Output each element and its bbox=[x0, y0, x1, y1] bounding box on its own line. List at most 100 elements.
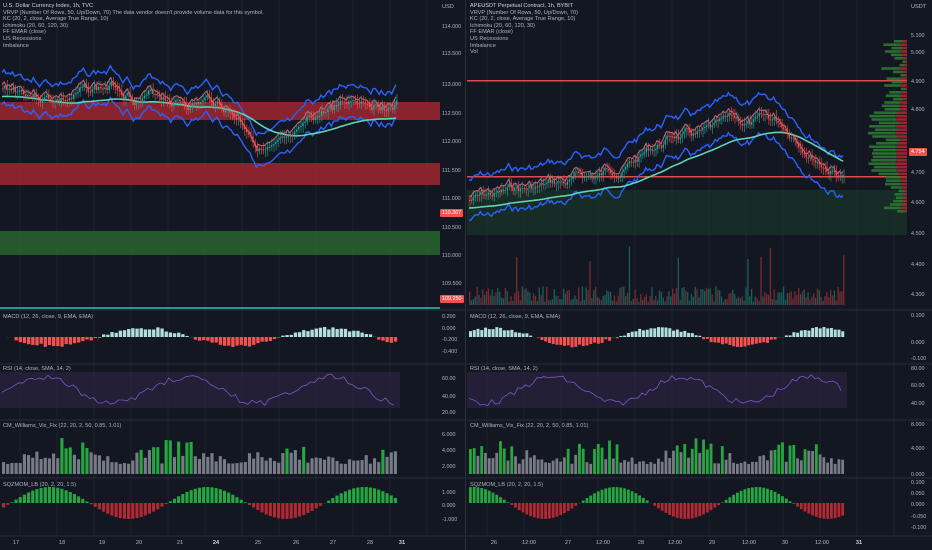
candle-body bbox=[508, 183, 510, 188]
vix-bar bbox=[81, 442, 85, 474]
apeusdt-overlay-ichimoku[interactable]: Ichimoku (20, 60, 120, 30) bbox=[470, 22, 535, 29]
candle-body bbox=[337, 104, 340, 106]
vrvp-down-bar bbox=[900, 176, 907, 179]
sqzmom-bar bbox=[559, 503, 563, 516]
volume-bar bbox=[600, 300, 602, 305]
vix-bar bbox=[293, 450, 297, 474]
volume-bar bbox=[692, 296, 695, 305]
volume-bar bbox=[531, 300, 533, 305]
sqzmom-bar bbox=[260, 503, 264, 513]
dxy-rsi-label[interactable]: RSI (14, close, SMA, 14, 2) bbox=[3, 366, 71, 372]
apeusdt-overlay-vrvp[interactable]: VRVP (Number Of Rows, 50, Up/Down, 70) bbox=[470, 9, 578, 16]
apeusdt-chart-panel[interactable]: APEUSDT Perpetual Contract, 1h, BYBIT VR… bbox=[467, 0, 932, 550]
vix-bar bbox=[27, 455, 31, 474]
candle-body bbox=[683, 131, 685, 135]
dxy-rsi-tick: 20.00 bbox=[442, 410, 456, 416]
candle-body bbox=[197, 101, 200, 105]
candle-body bbox=[212, 101, 214, 106]
candle-body bbox=[185, 103, 187, 108]
volume-bar bbox=[472, 298, 475, 305]
candle-body bbox=[474, 195, 476, 198]
candle-body bbox=[331, 106, 333, 111]
dxy-title[interactable]: U.S. Dollar Currency Index, 1h, TVC bbox=[3, 3, 94, 9]
volume-bar bbox=[788, 292, 790, 305]
apeusdt-price-tick: 4.700 bbox=[911, 170, 925, 176]
sqzmom-bar bbox=[93, 503, 97, 507]
apeusdt-overlay-kc[interactable]: KC (20, 2, close, Average True Range, 10… bbox=[470, 16, 576, 23]
vrvp-up-bar bbox=[893, 97, 903, 101]
volume-bar bbox=[794, 291, 796, 305]
sqzmom-bar bbox=[2, 503, 6, 508]
dxy-overlay-imbalance[interactable]: Imbalance bbox=[3, 42, 29, 49]
sqzmom-bar bbox=[638, 495, 642, 503]
dxy-sqzmom-label[interactable]: SQZMOM_LB (20, 2, 20, 1.5) bbox=[3, 482, 77, 488]
vrvp-up-bar bbox=[869, 114, 896, 118]
macd-bar bbox=[385, 337, 389, 343]
candle-body bbox=[300, 126, 302, 128]
macd-bar bbox=[314, 328, 318, 337]
candle-body bbox=[360, 101, 362, 104]
sqzmom-bar bbox=[393, 497, 397, 503]
sqzmom-bar bbox=[608, 487, 611, 503]
sqzmom-bar bbox=[143, 503, 147, 516]
vrvp-down-bar bbox=[905, 74, 907, 77]
apeusdt-chart-canvas[interactable] bbox=[467, 0, 932, 550]
candle-body bbox=[521, 187, 523, 189]
dxy-overlay-ffemar[interactable]: FF EMAR (close) bbox=[3, 29, 46, 36]
candle-body bbox=[555, 183, 557, 185]
apeusdt-overlay-recessions[interactable]: US Recessions bbox=[470, 35, 509, 42]
apeusdt-macd-label[interactable]: MACD (12, 26, close, 9, EMA, EMA) bbox=[470, 314, 561, 320]
candle-body bbox=[799, 147, 802, 149]
apeusdt-overlay-vol[interactable]: Vol bbox=[470, 49, 478, 56]
dxy-overlay-ichimoku[interactable]: Ichimoku (20, 60, 120, 30) bbox=[3, 22, 68, 29]
candle-body bbox=[792, 137, 794, 139]
vix-bar bbox=[818, 454, 822, 474]
volume-bar bbox=[643, 296, 646, 305]
dxy-chart-canvas[interactable] bbox=[0, 0, 466, 550]
apeusdt-last-price-tag: 4.754 bbox=[909, 148, 927, 156]
candle-body bbox=[139, 101, 142, 103]
dxy-overlay-recessions[interactable]: US Recessions bbox=[3, 35, 42, 42]
sqzmom-bar bbox=[758, 487, 762, 503]
volume-bar bbox=[632, 299, 634, 305]
dxy-overlay-vrvp[interactable]: VRVP (Number Of Rows, 50, Up/Down, 70) T… bbox=[3, 9, 264, 16]
sqzmom-bar bbox=[766, 488, 769, 503]
sqzmom-bar bbox=[164, 503, 168, 505]
candle-body bbox=[162, 97, 164, 100]
volume-bar bbox=[696, 289, 698, 305]
volume-bar bbox=[470, 300, 473, 305]
vrvp-up-bar bbox=[873, 111, 898, 114]
apeusdt-overlay-ffemar[interactable]: FF EMAR (close) bbox=[470, 29, 513, 36]
apeusdt-title[interactable]: APEUSDT Perpetual Contract, 1h, BYBIT bbox=[470, 3, 574, 9]
macd-bar bbox=[638, 328, 642, 337]
volume-bar bbox=[835, 300, 837, 305]
apeusdt-rsi-label[interactable]: RSI (14, close, SMA, 14, 2) bbox=[470, 366, 538, 372]
vrvp-up-bar bbox=[885, 176, 901, 179]
dxy-chart-panel[interactable]: U.S. Dollar Currency Index, 1h, TVC VRVP… bbox=[0, 0, 466, 550]
vrvp-up-bar bbox=[883, 206, 901, 210]
sqzmom-bar bbox=[491, 492, 495, 503]
candle-body bbox=[547, 179, 550, 183]
candle-body bbox=[24, 94, 27, 97]
macd-bar bbox=[381, 337, 385, 341]
apeusdt-overlay-imbalance[interactable]: Imbalance bbox=[470, 42, 496, 49]
sqzmom-bar bbox=[705, 503, 709, 513]
vix-bar bbox=[18, 462, 22, 474]
vix-bar bbox=[626, 461, 630, 474]
macd-bar bbox=[739, 337, 743, 348]
dxy-vix-label[interactable]: CM_Williams_Vix_Fix (22, 20, 2, 50, 0.85… bbox=[3, 423, 122, 429]
macd-bar bbox=[181, 334, 185, 337]
vrvp-down-bar bbox=[900, 206, 907, 210]
volume-bar bbox=[638, 301, 640, 305]
apeusdt-sqzmom-label[interactable]: SQZMOM_LB (20, 2, 20, 1.5) bbox=[470, 482, 544, 488]
macd-bar bbox=[339, 328, 343, 337]
dxy-overlay-kc[interactable]: KC (20, 2, close, Average True Range, 10… bbox=[3, 16, 109, 23]
macd-bar bbox=[679, 331, 683, 337]
candle-body bbox=[499, 190, 501, 193]
macd-bar bbox=[272, 337, 277, 340]
macd-bar bbox=[803, 330, 807, 337]
dxy-macd-label[interactable]: MACD (12, 26, close, 9, EMA, EMA) bbox=[3, 314, 94, 320]
apeusdt-vix-label[interactable]: CM_Williams_Vix_Fix (22, 20, 2, 50, 0.85… bbox=[470, 423, 589, 429]
candle-body bbox=[517, 187, 520, 192]
dxy-time-label: 19 bbox=[98, 540, 106, 546]
